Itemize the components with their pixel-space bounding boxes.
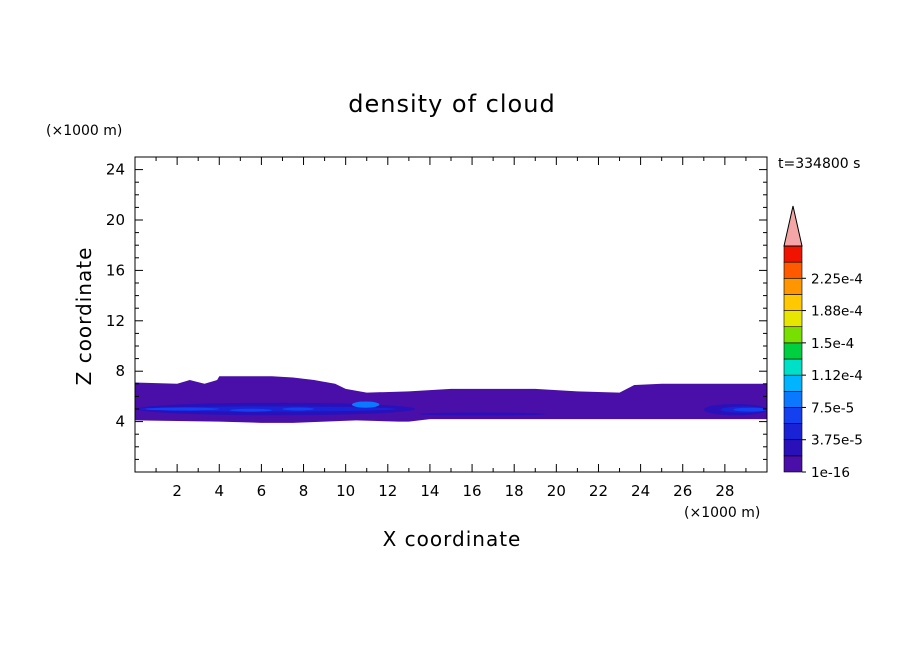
colorbar-swatch — [783, 358, 803, 376]
colorbar-label: 1e-16 — [811, 465, 850, 481]
colorbar-swatch — [783, 374, 803, 392]
y-tick-label: 16 — [106, 261, 125, 279]
x-tick-label: 6 — [257, 482, 267, 500]
colorbar-swatch — [783, 439, 803, 457]
y-unit-label: (×1000 m) — [46, 123, 122, 139]
colorbar: 1e-16 3.75e-5 7.5e-5 1.12e-4 1.5e-4 1.88e-4 2.… — [783, 205, 863, 481]
x-axis-ticks: 2 4 6 8 10 12 14 16 18 20 22 24 26 28 — [155, 157, 747, 500]
colorbar-label: 3.75e-5 — [811, 433, 863, 449]
x-tick-label: 22 — [589, 482, 608, 500]
x-axis-label: X coordinate — [383, 527, 522, 551]
cloud-core-band — [419, 412, 546, 416]
colorbar-swatch — [783, 407, 803, 424]
x-tick-label: 16 — [463, 482, 482, 500]
y-axis-ticks: 4 8 12 16 20 24 — [106, 161, 767, 460]
colorbar-label: 1.5e-4 — [811, 336, 854, 352]
colorbar-label: 1.12e-4 — [811, 368, 863, 384]
colorbar-swatch — [783, 390, 803, 408]
plot-frame — [134, 156, 768, 473]
colorbar-swatch — [783, 261, 803, 279]
colorbar-swatch — [783, 277, 803, 295]
x-tick-label: 28 — [715, 482, 734, 500]
colorbar-swatch — [783, 294, 803, 311]
x-tick-label: 2 — [172, 482, 182, 500]
cloud-layer — [135, 376, 767, 423]
colorbar-label: 1.88e-4 — [811, 304, 863, 320]
cloud-core-band — [139, 406, 397, 412]
y-tick-label: 12 — [106, 312, 125, 330]
x-tick-label: 26 — [673, 482, 692, 500]
cloud-core-band — [282, 407, 315, 411]
y-tick-label: 8 — [115, 362, 125, 380]
y-tick-label: 4 — [115, 413, 125, 431]
colorbar-swatch — [783, 326, 803, 344]
x-tick-label: 4 — [214, 482, 224, 500]
plot-border — [134, 156, 768, 473]
cloud-core-band — [733, 407, 767, 412]
colorbar-label: 7.5e-5 — [811, 400, 854, 416]
cloud-core-band — [145, 407, 220, 411]
colorbar-swatch — [783, 310, 803, 328]
x-tick-label: 20 — [547, 482, 566, 500]
x-tick-label: 18 — [505, 482, 524, 500]
cloud-core-band — [351, 401, 380, 408]
colorbar-swatch — [783, 455, 803, 473]
time-label: t=334800 s — [778, 156, 860, 172]
x-tick-label: 12 — [378, 482, 397, 500]
colorbar-swatch — [783, 245, 803, 263]
colorbar-label: 2.25e-4 — [811, 271, 863, 287]
x-tick-label: 10 — [336, 482, 355, 500]
chart-title: density of cloud — [348, 90, 555, 118]
x-tick-label: 14 — [420, 482, 439, 500]
colorbar-extend-triangle — [783, 205, 803, 247]
x-tick-label: 8 — [299, 482, 309, 500]
x-unit-label: (×1000 m) — [684, 505, 760, 521]
contour-fill — [135, 376, 768, 423]
y-axis-label: Z coordinate — [72, 247, 96, 386]
x-tick-label: 24 — [631, 482, 650, 500]
colorbar-swatch — [783, 423, 803, 441]
cloud-core-band — [229, 408, 272, 412]
colorbar-swatch — [783, 342, 803, 360]
y-tick-label: 20 — [106, 211, 125, 229]
y-tick-label: 24 — [106, 161, 125, 179]
